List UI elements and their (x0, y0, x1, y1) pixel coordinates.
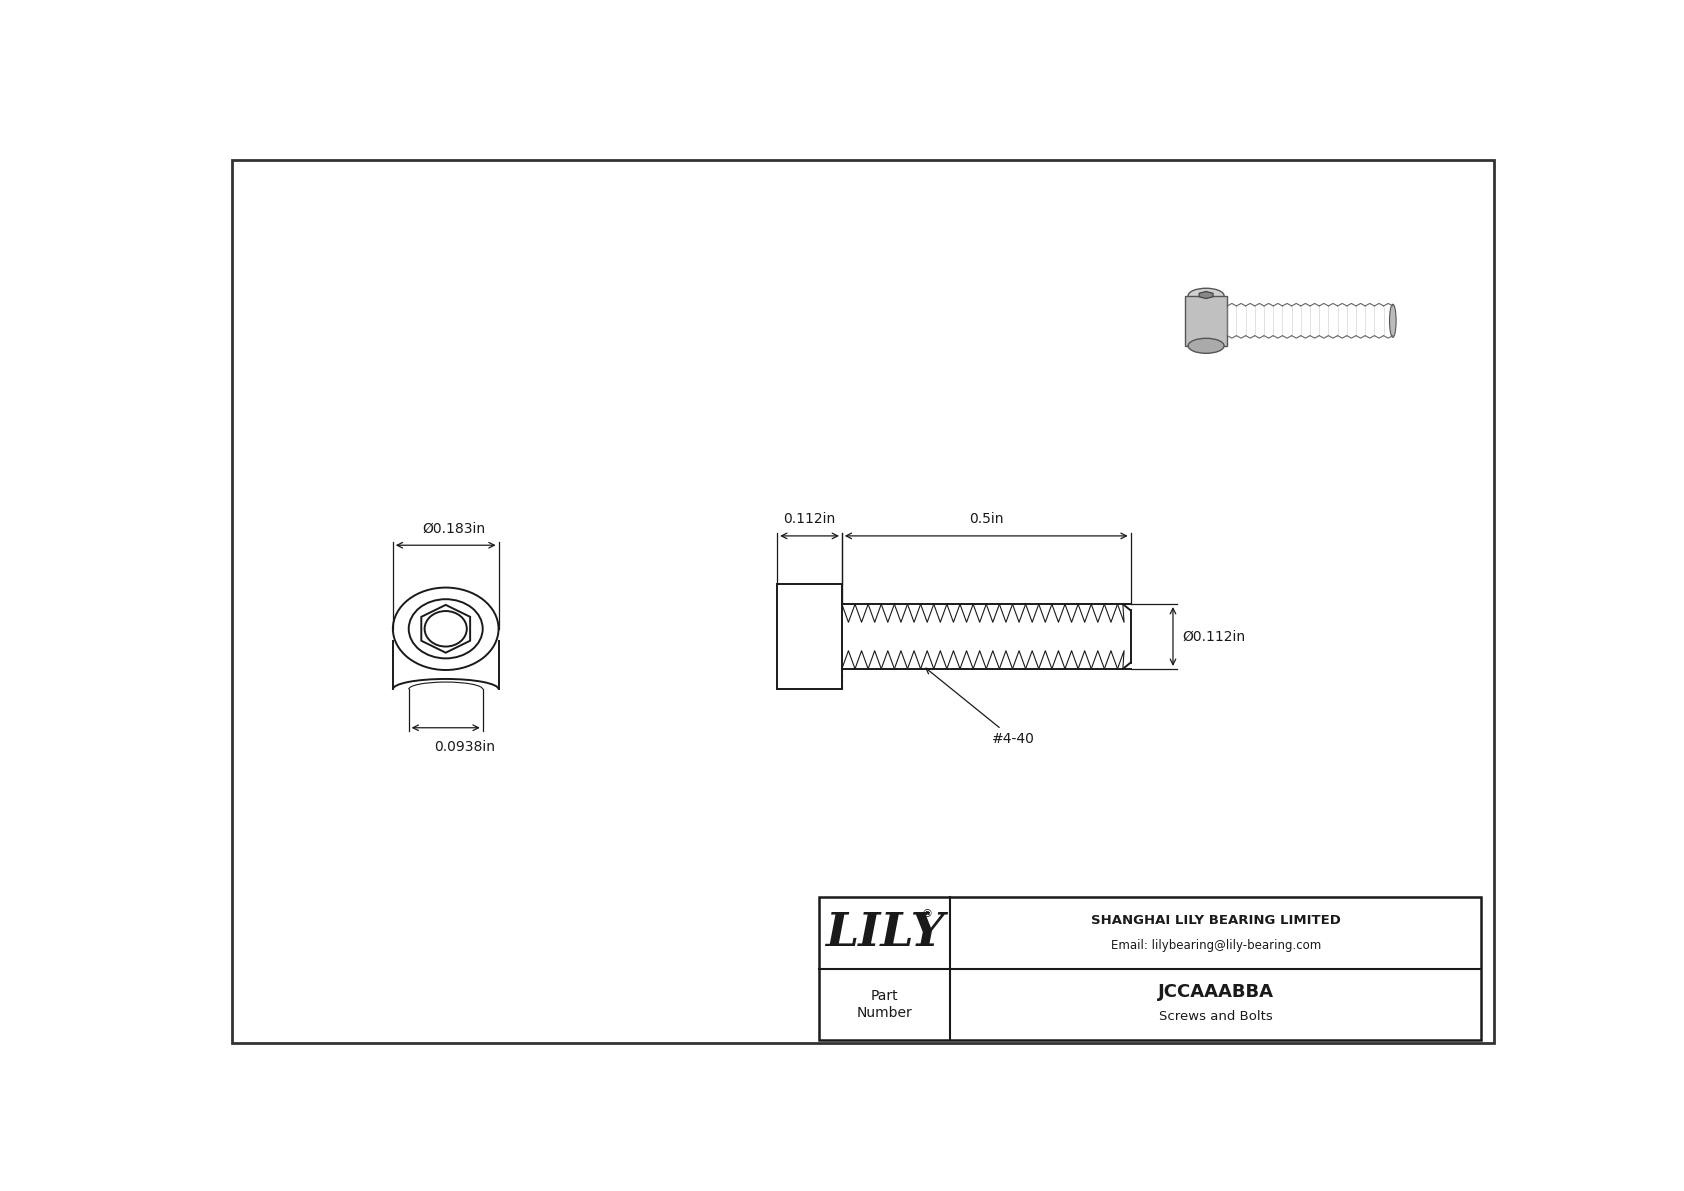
Text: Ø0.112in: Ø0.112in (1182, 630, 1246, 643)
Ellipse shape (1189, 338, 1224, 354)
Ellipse shape (1189, 288, 1224, 304)
Text: Part
Number: Part Number (857, 990, 913, 1019)
Text: Screws and Bolts: Screws and Bolts (1159, 1010, 1273, 1023)
Text: Ø0.183in: Ø0.183in (423, 522, 485, 536)
Text: 0.112in: 0.112in (783, 512, 835, 526)
Text: 0.5in: 0.5in (968, 512, 1004, 526)
Bar (818, 897, 1482, 1040)
Text: LILY: LILY (825, 910, 945, 956)
Bar (1186, 295, 1228, 345)
Bar (778, 584, 842, 690)
Ellipse shape (1389, 304, 1396, 337)
Text: ®: ® (921, 909, 933, 918)
Polygon shape (1199, 292, 1212, 299)
Text: #4-40: #4-40 (926, 668, 1036, 746)
Text: SHANGHAI LILY BEARING LIMITED: SHANGHAI LILY BEARING LIMITED (1091, 915, 1340, 927)
Text: JCCAAABBA: JCCAAABBA (1157, 984, 1273, 1002)
Text: Email: lilybearing@lily-bearing.com: Email: lilybearing@lily-bearing.com (1110, 939, 1320, 952)
Text: 0.0938in: 0.0938in (434, 740, 495, 754)
